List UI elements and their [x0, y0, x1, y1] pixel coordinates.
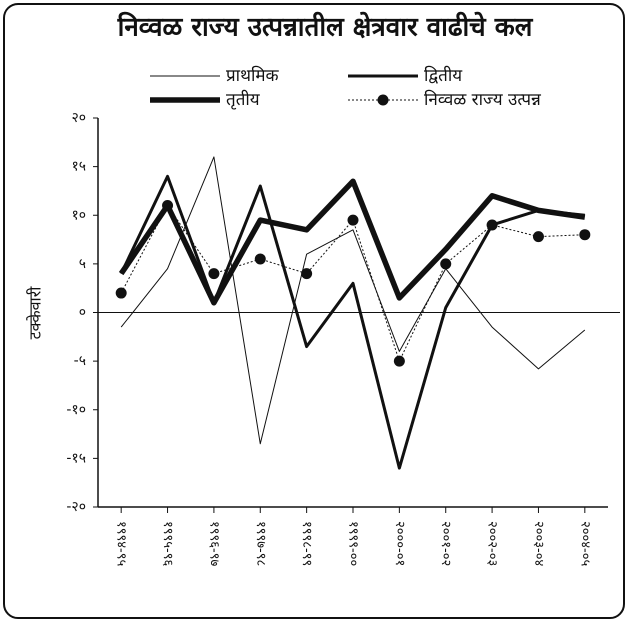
legend-label: द्वितीय — [424, 65, 463, 86]
point — [579, 229, 591, 241]
x-tick-label: २००१-०२ — [438, 521, 453, 566]
point — [162, 200, 174, 212]
y-tick-label: १५ — [71, 159, 86, 175]
y-axis-label: टक्केवारी — [26, 286, 45, 340]
point — [301, 268, 313, 280]
point — [347, 214, 359, 226]
y-tick-label: -५ — [74, 353, 86, 369]
point — [115, 287, 127, 299]
x-tick-label: १९९४-९५ — [114, 521, 129, 566]
frame — [3, 3, 625, 619]
legend-marker — [377, 94, 389, 106]
legend-label: तृतीय — [226, 89, 261, 110]
y-tick-label: २० — [71, 110, 86, 126]
point — [440, 258, 452, 270]
x-tick-label: १९९९-०० — [346, 521, 361, 566]
y-tick-label: ५ — [79, 256, 86, 272]
x-tick-label: १९९८-९९ — [299, 521, 314, 566]
point — [254, 253, 266, 265]
y-tick-label: ० — [79, 305, 86, 321]
legend-label: निव्वळ राज्य उत्पन्न — [424, 89, 541, 110]
legend-label: प्राथमिक — [226, 65, 280, 86]
series-line — [120, 156, 586, 445]
y-tick-label: -१५ — [66, 450, 86, 466]
y-tick-label: १० — [71, 207, 86, 223]
x-tick-label: १९९५-९६ — [160, 521, 175, 566]
x-tick-label: २००२-०३ — [485, 521, 500, 566]
series-line — [118, 178, 586, 306]
y-tick-label: -१० — [66, 402, 86, 418]
point — [208, 268, 220, 280]
x-tick-label: २००४-०५ — [577, 521, 592, 566]
x-tick-label: २०००-०१ — [392, 521, 407, 566]
point — [393, 355, 405, 367]
x-tick-label: १९९६-९७ — [206, 521, 221, 566]
series-line — [119, 174, 585, 470]
chart-title: निव्वळ राज्य उत्पन्नातील क्षेत्रवार वाढी… — [117, 12, 534, 43]
x-tick-label: १९९७-९८ — [253, 521, 268, 566]
x-tick-label: २००३-०४ — [531, 521, 546, 566]
point — [532, 231, 544, 243]
y-tick-label: -२० — [66, 499, 86, 515]
point — [486, 219, 498, 231]
